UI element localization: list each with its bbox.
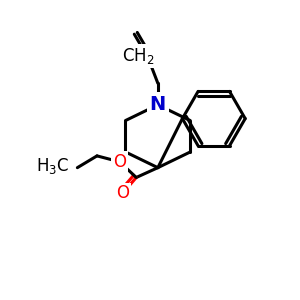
Text: O: O: [116, 184, 129, 202]
Text: O: O: [113, 153, 126, 171]
Text: N: N: [150, 95, 166, 114]
Text: CH$_2$: CH$_2$: [122, 46, 154, 66]
Text: H$_3$C: H$_3$C: [36, 156, 70, 176]
